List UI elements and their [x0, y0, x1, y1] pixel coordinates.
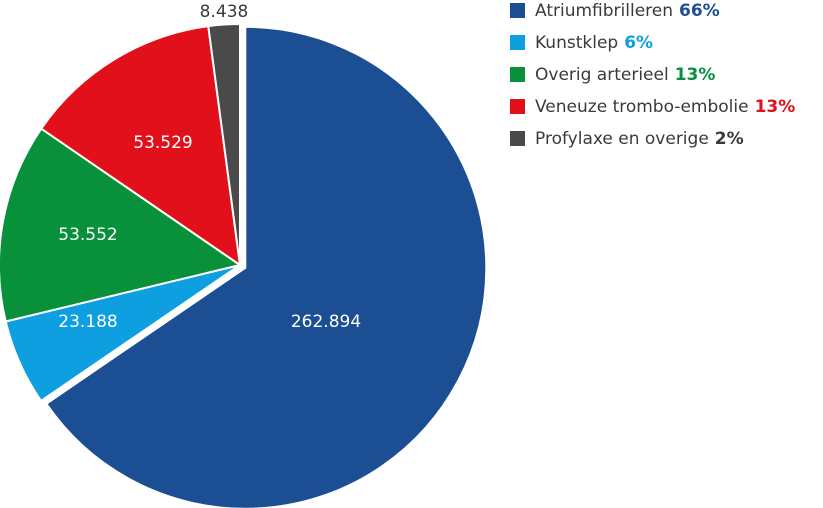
legend-label: Kunstklep: [535, 32, 619, 53]
legend-percent: 13%: [754, 96, 796, 117]
pie-chart: 262.894 23.188 53.552 53.529 8.438: [0, 2, 488, 508]
legend-percent: 66%: [679, 0, 720, 21]
slice-value-label-overig-arterieel: 53.552: [58, 225, 117, 245]
pie-slice-veneuze-trombo-embolie: [39, 24, 242, 268]
legend-percent: 2%: [714, 128, 744, 149]
legend-percent: 13%: [674, 64, 716, 85]
slice-value-label-kunstklep: 23.188: [58, 312, 117, 332]
legend-label: Overig arterieel: [535, 64, 669, 85]
legend-item-kunstklep: Kunstklep 6%: [510, 32, 795, 53]
legend-percent: 6%: [624, 32, 654, 53]
legend-item-profylaxe-en-overige: Profylaxe en overige 2%: [510, 128, 795, 149]
legend-label: Atriumfibrilleren: [535, 0, 674, 21]
pie-slice-atriumfibrilleren: [44, 25, 488, 508]
legend-swatch-veneuze-trombo-embolie: [510, 99, 525, 114]
legend-swatch-overig-arterieel: [510, 67, 525, 82]
pie-slice-overig-arterieel: [0, 127, 243, 323]
legend-swatch-profylaxe-en-overige: [510, 131, 525, 146]
slice-value-label-veneuze-trombo-embolie: 53.529: [133, 133, 192, 153]
slice-value-label-atriumfibrilleren: 262.894: [291, 312, 361, 332]
pie-slice-profylaxe-en-overige: [207, 22, 241, 266]
chart-legend: Atriumfibrilleren 66% Kunstklep 6% Overi…: [510, 0, 795, 160]
legend-swatch-kunstklep: [510, 35, 525, 50]
legend-label: Veneuze trombo-embolie: [535, 96, 749, 117]
legend-item-overig-arterieel: Overig arterieel 13%: [510, 64, 795, 85]
legend-swatch-atriumfibrilleren: [510, 3, 525, 18]
legend-item-veneuze-trombo-embolie: Veneuze trombo-embolie 13%: [510, 96, 795, 117]
legend-item-atriumfibrilleren: Atriumfibrilleren 66%: [510, 0, 795, 21]
slice-value-label-profylaxe-en-overige: 8.438: [200, 2, 249, 22]
legend-label: Profylaxe en overige: [535, 128, 709, 149]
